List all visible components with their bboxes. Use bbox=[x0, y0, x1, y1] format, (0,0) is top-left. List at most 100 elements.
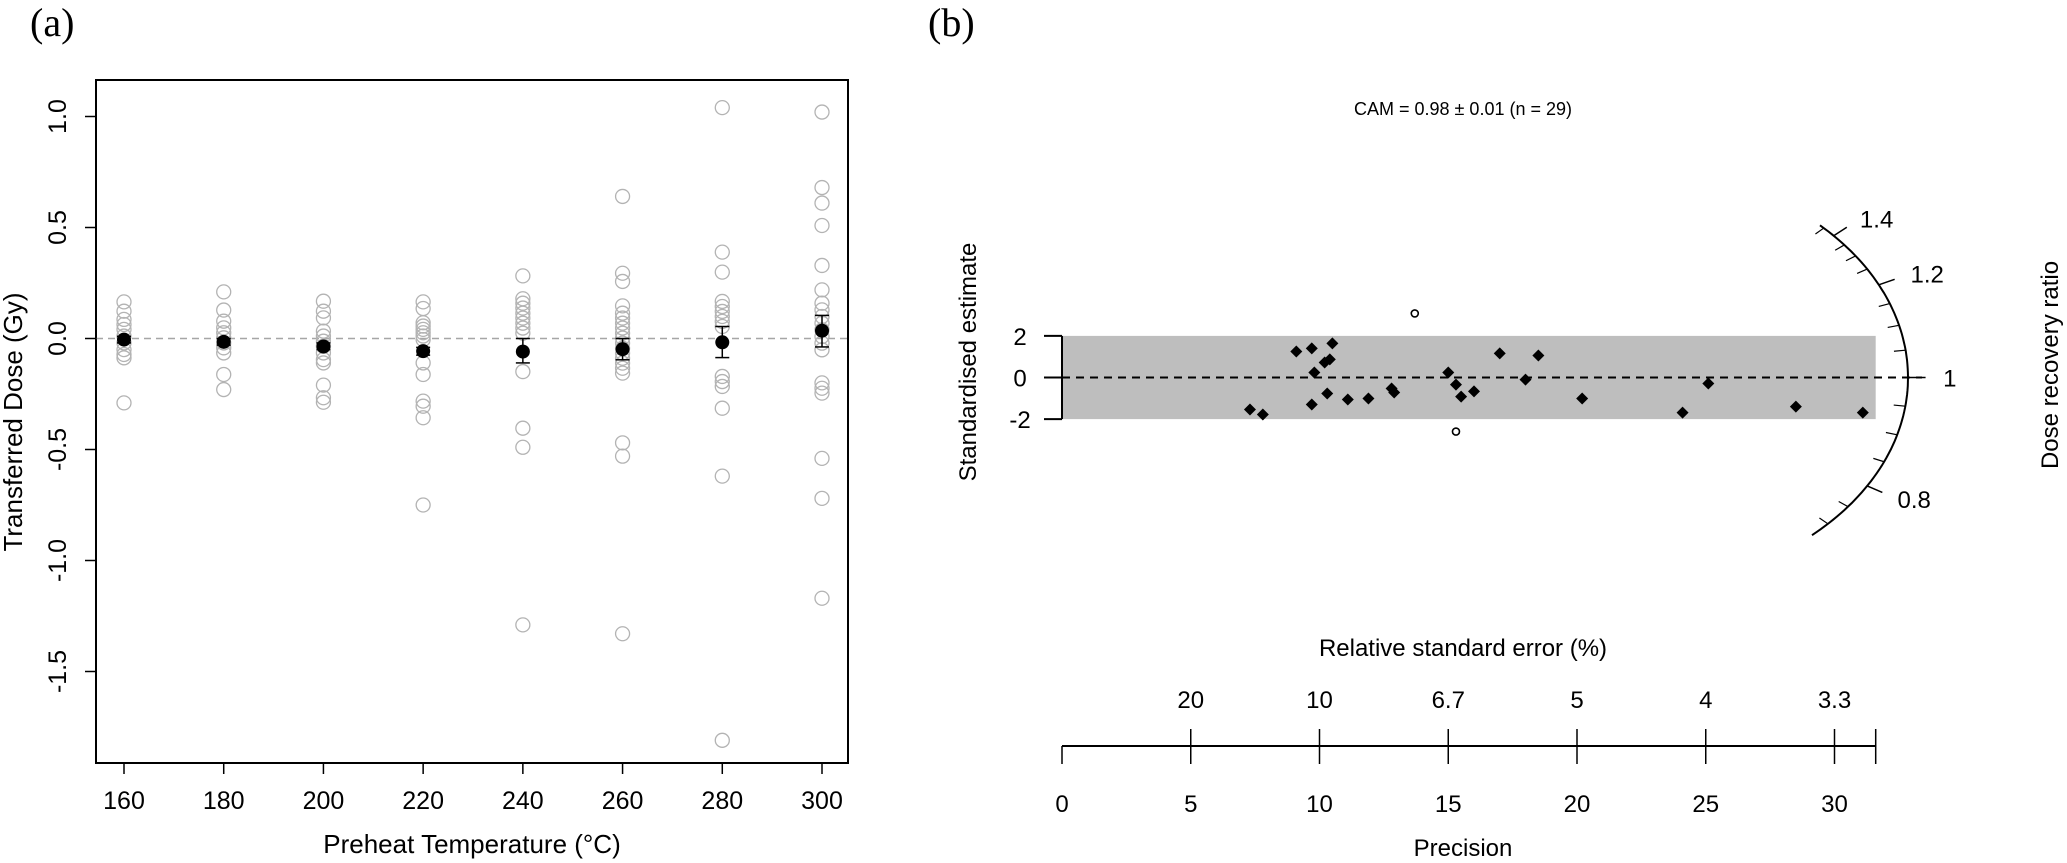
y-tick-label-a: -1.5 bbox=[44, 650, 72, 693]
precision-title: Precision bbox=[1414, 835, 1513, 862]
individual-point bbox=[415, 328, 431, 344]
individual-point bbox=[714, 378, 730, 395]
individual-point bbox=[614, 298, 631, 314]
individual-point bbox=[814, 295, 830, 311]
y-tick-label-a: -1.0 bbox=[44, 539, 72, 582]
individual-point bbox=[315, 355, 332, 371]
arc-tick-label: 1 bbox=[1943, 366, 1956, 393]
mean-point bbox=[715, 335, 730, 350]
individual-point bbox=[814, 375, 830, 391]
data-point bbox=[1290, 345, 1303, 358]
individual-point bbox=[415, 294, 431, 310]
panel-a-label: (a) bbox=[30, 0, 74, 45]
rse-tick-label: 20 bbox=[1177, 687, 1204, 714]
mean-point bbox=[815, 323, 829, 338]
data-point bbox=[1789, 400, 1802, 413]
data-point bbox=[1856, 406, 1869, 419]
y-tick-label-b: 2 bbox=[1013, 324, 1026, 351]
precision-tick-label: 10 bbox=[1306, 791, 1333, 818]
y-tick-label-a: 0.5 bbox=[44, 210, 72, 245]
individual-point bbox=[315, 303, 332, 319]
individual-point bbox=[614, 320, 631, 336]
rse-tick-label: 6.7 bbox=[1432, 687, 1465, 714]
individual-point bbox=[614, 315, 631, 331]
individual-point bbox=[714, 468, 730, 484]
arc-minor-tick bbox=[1893, 404, 1906, 407]
individual-point bbox=[714, 732, 730, 748]
precision-tick-label: 25 bbox=[1692, 791, 1719, 818]
individual-point bbox=[714, 99, 730, 116]
arc-minor-tick bbox=[1845, 255, 1856, 262]
dose-recovery-ratio-arc: 1.4 1.2 1 0.8 bbox=[1811, 207, 1957, 537]
outlier-point bbox=[1451, 427, 1461, 436]
individual-point bbox=[614, 448, 631, 464]
precision-tick-label: 30 bbox=[1821, 791, 1848, 818]
data-point bbox=[1493, 347, 1506, 360]
individual-point bbox=[814, 195, 830, 211]
individual-point bbox=[315, 293, 332, 309]
x-tick-label-a: 280 bbox=[701, 787, 743, 815]
data-point bbox=[1326, 337, 1339, 350]
individual-point bbox=[714, 244, 730, 260]
x-tick-label-a: 300 bbox=[801, 787, 843, 815]
individual-point bbox=[515, 295, 531, 311]
individual-point bbox=[116, 316, 132, 333]
precision-axis: 0 5 10 15 20 25 30 20 10 6.7 5 4 3.3 bbox=[1055, 687, 1877, 818]
individual-point bbox=[216, 381, 232, 398]
individual-point bbox=[415, 410, 431, 426]
individual-point bbox=[515, 617, 531, 633]
panel-b-label: (b) bbox=[928, 0, 975, 45]
y-tick-label-b: -2 bbox=[1009, 407, 1030, 434]
y-tick-label-a: 1.0 bbox=[44, 99, 72, 134]
data-point bbox=[1449, 378, 1462, 391]
individual-point bbox=[714, 298, 730, 315]
individual-point bbox=[515, 439, 531, 455]
individual-point bbox=[614, 305, 631, 321]
individual-point bbox=[714, 400, 730, 416]
mean-point bbox=[216, 334, 231, 349]
rse-tick-label: 10 bbox=[1306, 687, 1333, 714]
data-point bbox=[1323, 353, 1336, 366]
x-tick-label-a: 240 bbox=[502, 787, 544, 815]
individual-point bbox=[814, 450, 830, 467]
precision-tick-label: 20 bbox=[1564, 791, 1591, 818]
individual-point bbox=[614, 435, 631, 451]
individual-point bbox=[315, 394, 332, 410]
data-point bbox=[1676, 406, 1689, 419]
y-axis-a: 1.0 0.5 0.0 -0.5 -1.0 -1.5 bbox=[44, 99, 97, 693]
individual-point bbox=[415, 398, 431, 414]
individual-point bbox=[315, 310, 332, 326]
precision-tick-label: 15 bbox=[1435, 791, 1462, 818]
data-point bbox=[1305, 342, 1318, 355]
individual-point bbox=[415, 393, 431, 409]
individual-point bbox=[714, 368, 730, 385]
mean-point bbox=[117, 332, 131, 347]
individual-point bbox=[714, 308, 730, 325]
individual-point bbox=[814, 257, 830, 274]
individual-point bbox=[315, 390, 332, 406]
arc-major-tick bbox=[1878, 278, 1895, 286]
mean-point bbox=[515, 344, 530, 359]
data-point bbox=[1305, 398, 1318, 411]
y-axis-b: 2 0 -2 bbox=[1009, 324, 1063, 434]
individual-point bbox=[116, 303, 132, 319]
x-axis-title-a: Preheat Temperature (°C) bbox=[323, 829, 621, 859]
precision-tick-label: 5 bbox=[1184, 791, 1197, 818]
individual-point bbox=[116, 294, 132, 310]
arc-minor-tick bbox=[1885, 431, 1898, 436]
individual-point bbox=[216, 366, 232, 383]
individual-point bbox=[614, 310, 631, 326]
individual-point bbox=[216, 302, 232, 318]
cam-title: CAM = 0.98 ± 0.01 (n = 29) bbox=[1354, 99, 1572, 119]
individual-point bbox=[116, 395, 132, 411]
individual-point bbox=[614, 273, 631, 290]
precision-tick-label: 0 bbox=[1055, 791, 1068, 818]
mean-point bbox=[416, 344, 431, 359]
individual-point bbox=[415, 366, 431, 383]
individual-point bbox=[714, 303, 730, 320]
y-tick-label-a: -0.5 bbox=[44, 428, 72, 471]
individual-point bbox=[814, 385, 830, 401]
individual-point bbox=[714, 293, 730, 310]
arc-minor-tick bbox=[1838, 500, 1849, 508]
mean-point bbox=[316, 339, 331, 354]
